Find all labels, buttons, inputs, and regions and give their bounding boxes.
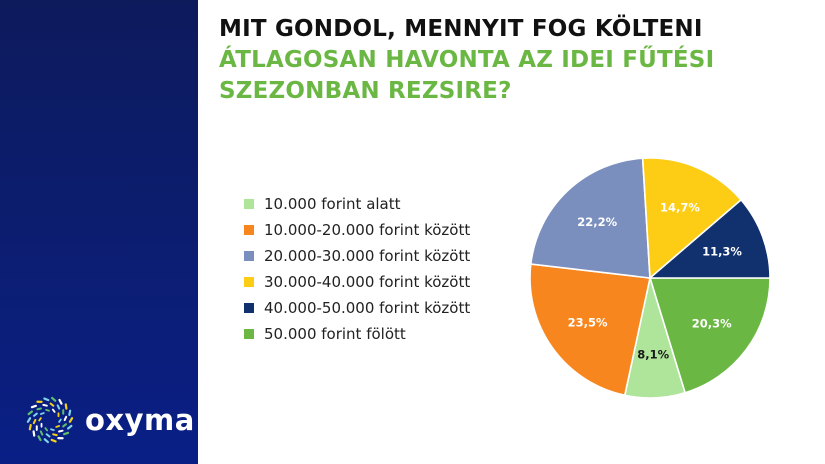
legend-swatch — [244, 329, 254, 339]
legend-item: 10.000-20.000 forint között — [244, 217, 470, 243]
page-title: MIT GONDOL, MENNYIT FOG KÖLTENI ÁTLAGOSA… — [219, 14, 809, 107]
legend-label: 10.000-20.000 forint között — [264, 221, 471, 239]
legend-label: 20.000-30.000 forint között — [264, 247, 471, 265]
slice-data-label: 11,3% — [702, 244, 742, 258]
legend-swatch — [244, 225, 254, 235]
slice-data-label: 22,2% — [577, 215, 617, 229]
legend-item: 10.000 forint alatt — [244, 191, 470, 217]
title-line-1: MIT GONDOL, MENNYIT FOG KÖLTENI — [219, 16, 703, 42]
slice-data-label: 20,3% — [692, 317, 732, 331]
legend-label: 10.000 forint alatt — [264, 195, 401, 213]
pie-slice — [529, 157, 651, 279]
legend-label: 50.000 forint fölött — [264, 325, 406, 343]
sidebar-panel: oxyma — [0, 0, 198, 464]
legend-swatch — [244, 199, 254, 209]
pie-slice — [647, 198, 771, 279]
pie-slice — [641, 157, 743, 280]
chart-legend: 10.000 forint alatt 10.000-20.000 forint… — [244, 191, 470, 347]
brand: oxyma — [26, 396, 195, 444]
title-line-3: SZEZONBAN REZSIRE? — [219, 78, 512, 104]
legend-label: 40.000-50.000 forint között — [264, 299, 471, 317]
oxyma-logo-icon — [26, 396, 74, 444]
legend-item: 20.000-30.000 forint között — [244, 243, 470, 269]
legend-label: 30.000-40.000 forint között — [264, 273, 471, 291]
pie-slice — [648, 277, 771, 394]
slice-data-label: 23,5% — [568, 316, 608, 330]
legend-swatch — [244, 277, 254, 287]
legend-item: 30.000-40.000 forint között — [244, 269, 470, 295]
pie-slice — [529, 263, 651, 397]
legend-swatch — [244, 251, 254, 261]
slice-data-label: 14,7% — [660, 200, 700, 214]
brand-name: oxyma — [85, 403, 195, 437]
pie-chart: 20,3% 8,1% 23,5% 22,2% 14,7% 11,3% — [529, 157, 771, 399]
slice-data-label: 8,1% — [637, 348, 669, 362]
legend-item: 50.000 forint fölött — [244, 321, 470, 347]
title-line-2: ÁTLAGOSAN HAVONTA AZ IDEI FŰTÉSI — [219, 47, 715, 73]
legend-swatch — [244, 303, 254, 313]
legend-item: 40.000-50.000 forint között — [244, 295, 470, 321]
